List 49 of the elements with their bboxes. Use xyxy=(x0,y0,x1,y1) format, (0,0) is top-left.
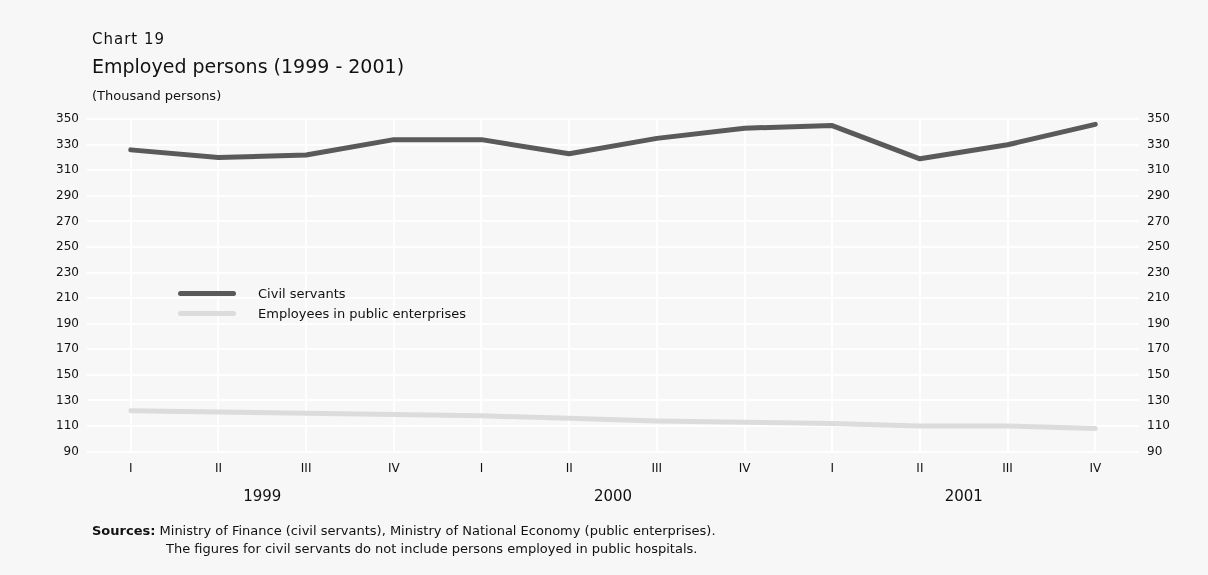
y-tick-label: 290 xyxy=(56,188,79,203)
x-tick-label: I xyxy=(479,460,484,475)
y-tick-label: 250 xyxy=(56,239,79,254)
x-tick-label: III xyxy=(1002,460,1013,475)
x-tick-label: II xyxy=(916,460,924,475)
chart-subtitle: (Thousand persons) xyxy=(92,88,222,103)
x-tick-label: IV xyxy=(387,460,401,475)
x-tick-label: IV xyxy=(738,460,752,475)
y-tick-label: 150 xyxy=(56,367,79,382)
y2-tick-label: 230 xyxy=(1147,264,1170,279)
text: 2000 xyxy=(593,486,633,505)
y2-tick-label: 330 xyxy=(1147,136,1170,151)
y2-tick-label: 250 xyxy=(1147,239,1170,254)
y2-tick-label: 110 xyxy=(1147,418,1170,433)
y-tick-label: 350 xyxy=(56,111,79,126)
y2-tick-label: 210 xyxy=(1147,290,1170,305)
x-tick-label: I xyxy=(128,460,133,475)
y-tick-label: 90 xyxy=(63,443,79,458)
x-tick-label: I xyxy=(830,460,834,475)
y2-tick-label: 290 xyxy=(1147,188,1170,203)
caption: Chart 19 xyxy=(92,30,166,48)
y-tick-label: 190 xyxy=(56,315,79,330)
y-tick-label: 310 xyxy=(56,162,79,177)
y2-tick-label: 150 xyxy=(1147,367,1170,382)
x-tick-label: II xyxy=(214,460,222,475)
x-tick-label: II xyxy=(565,460,573,475)
y-tick-label: 110 xyxy=(56,418,79,433)
text: 1999 xyxy=(243,486,282,505)
legend-label: Employees in public enterprises xyxy=(258,305,466,321)
source-note: Sources: Ministry of Finance (civil servants), Ministry of National Economy (public enterprises). The figures for civil servants do not include persons employed in public hospitals. xyxy=(92,522,716,558)
y-tick-label: 130 xyxy=(56,392,79,407)
x-tick-label: III xyxy=(300,460,312,475)
y2-tick-label: 170 xyxy=(1147,341,1170,356)
y-tick-label: 330 xyxy=(56,136,79,151)
chart-title: Employed persons (1999 - 2001) xyxy=(92,55,405,77)
y-tick-label: 270 xyxy=(56,213,79,228)
y-tick-label: 210 xyxy=(56,290,79,305)
y2-tick-label: 270 xyxy=(1147,213,1170,228)
x-tick-label: IV xyxy=(1089,460,1102,475)
y-tick-label: 230 xyxy=(56,264,79,279)
y2-tick-label: 190 xyxy=(1147,315,1170,330)
text: 2001 xyxy=(944,486,983,505)
legend-label: Civil servants xyxy=(258,285,346,301)
y2-tick-label: 350 xyxy=(1147,111,1170,126)
y2-tick-label: 90 xyxy=(1147,443,1163,458)
y2-tick-label: 310 xyxy=(1147,162,1170,177)
y-tick-label: 170 xyxy=(56,341,79,356)
x-tick-label: III xyxy=(651,460,663,475)
y2-tick-label: 130 xyxy=(1147,392,1170,407)
